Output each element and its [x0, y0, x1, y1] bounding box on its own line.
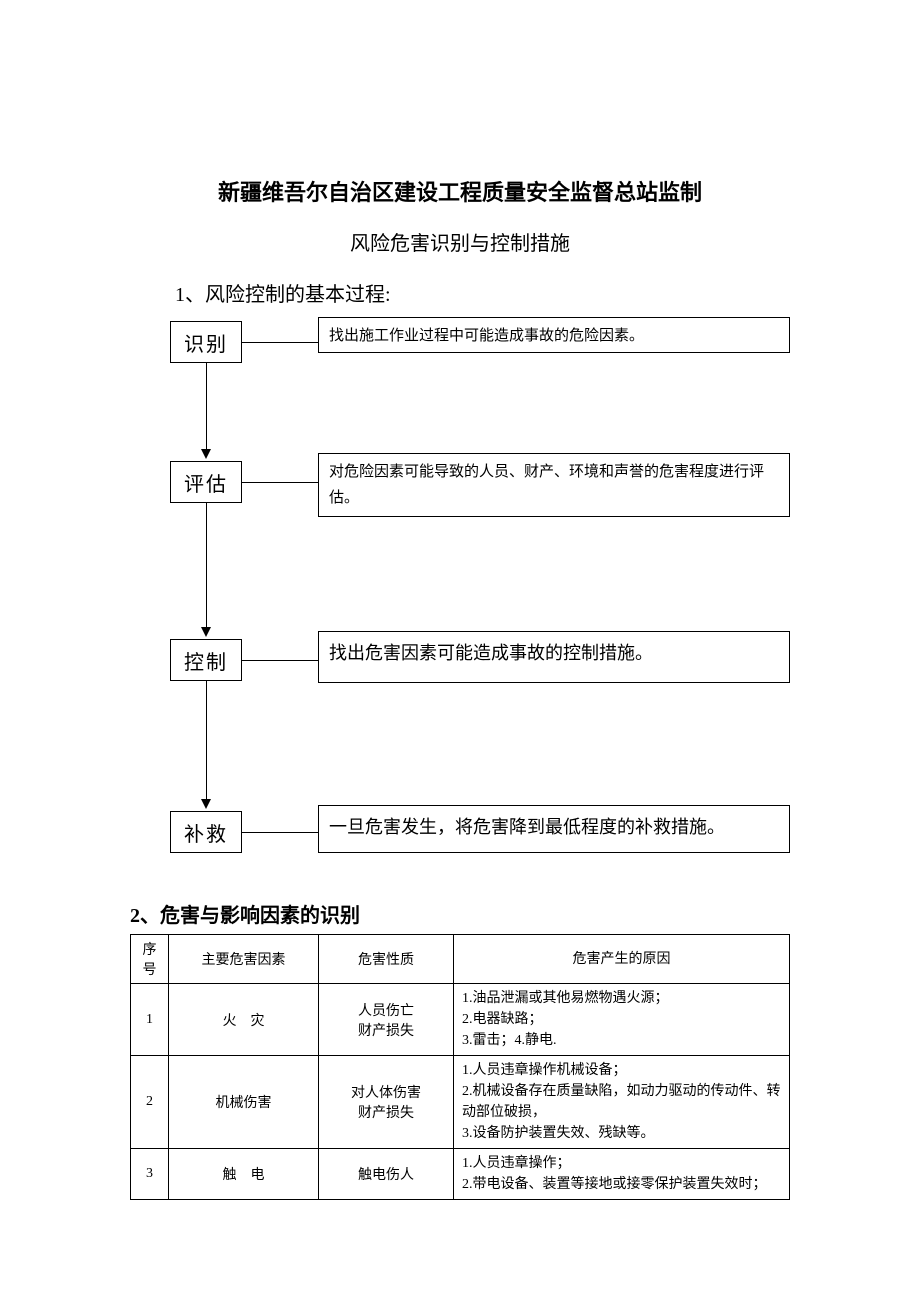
cell-nature: 人员伤亡财产损失	[319, 984, 454, 1056]
cell-seq: 3	[131, 1149, 169, 1200]
cell-cause: 1.人员违章操作机械设备；2.机械设备存在质量缺陷，如动力驱动的传动件、转动部位…	[454, 1056, 790, 1149]
cell-cause: 1.人员违章操作；2.带电设备、装置等接地或接零保护装置失效时；	[454, 1149, 790, 1200]
table-row: 3触 电触电伤人1.人员违章操作；2.带电设备、装置等接地或接零保护装置失效时；	[131, 1149, 790, 1200]
table-header-row: 序号 主要危害因素 危害性质 危害产生的原因	[131, 935, 790, 984]
arrow-down-2	[201, 799, 211, 809]
header-factor: 主要危害因素	[169, 935, 319, 984]
flow-node-n4: 补救	[170, 811, 242, 853]
flow-desc-d4: 一旦危害发生，将危害降到最低程度的补救措施。	[318, 805, 790, 853]
flow-desc-d3: 找出危害因素可能造成事故的控制措施。	[318, 631, 790, 683]
arrow-down-1	[201, 627, 211, 637]
flowchart-container: 识别评估控制补救找出施工作业过程中可能造成事故的危险因素。对危险因素可能导致的人…	[130, 321, 790, 881]
connector-v-1	[206, 503, 207, 629]
cell-cause: 1.油品泄漏或其他易燃物遇火源；2.电器缺路；3.雷击；4.静电.	[454, 984, 790, 1056]
header-cause: 危害产生的原因	[454, 935, 790, 984]
table-row: 2机械伤害对人体伤害财产损失1.人员违章操作机械设备；2.机械设备存在质量缺陷，…	[131, 1056, 790, 1149]
section-1-heading: 1、风险控制的基本过程:	[175, 278, 790, 307]
flow-node-n1: 识别	[170, 321, 242, 363]
cell-nature: 对人体伤害财产损失	[319, 1056, 454, 1149]
table-row: 1火 灾人员伤亡财产损失1.油品泄漏或其他易燃物遇火源；2.电器缺路；3.雷击；…	[131, 984, 790, 1056]
header-nature: 危害性质	[319, 935, 454, 984]
page-title: 新疆维吾尔自治区建设工程质量安全监督总站监制	[130, 175, 790, 207]
section-2-heading: 2、危害与影响因素的识别	[130, 899, 790, 928]
cell-factor: 火 灾	[169, 984, 319, 1056]
page-subtitle: 风险危害识别与控制措施	[130, 227, 790, 256]
flow-desc-d2: 对危险因素可能导致的人员、财产、环境和声誉的危害程度进行评估。	[318, 453, 790, 517]
connector-h-1	[242, 482, 318, 483]
connector-v-2	[206, 681, 207, 801]
flow-node-n2: 评估	[170, 461, 242, 503]
flow-node-n3: 控制	[170, 639, 242, 681]
flow-desc-d1: 找出施工作业过程中可能造成事故的危险因素。	[318, 317, 790, 353]
hazard-table: 序号 主要危害因素 危害性质 危害产生的原因 1火 灾人员伤亡财产损失1.油品泄…	[130, 934, 790, 1200]
connector-h-3	[242, 832, 318, 833]
connector-h-0	[242, 342, 318, 343]
cell-factor: 机械伤害	[169, 1056, 319, 1149]
header-seq: 序号	[131, 935, 169, 984]
cell-factor: 触 电	[169, 1149, 319, 1200]
cell-seq: 2	[131, 1056, 169, 1149]
cell-nature: 触电伤人	[319, 1149, 454, 1200]
connector-h-2	[242, 660, 318, 661]
arrow-down-0	[201, 449, 211, 459]
cell-seq: 1	[131, 984, 169, 1056]
connector-v-0	[206, 363, 207, 451]
